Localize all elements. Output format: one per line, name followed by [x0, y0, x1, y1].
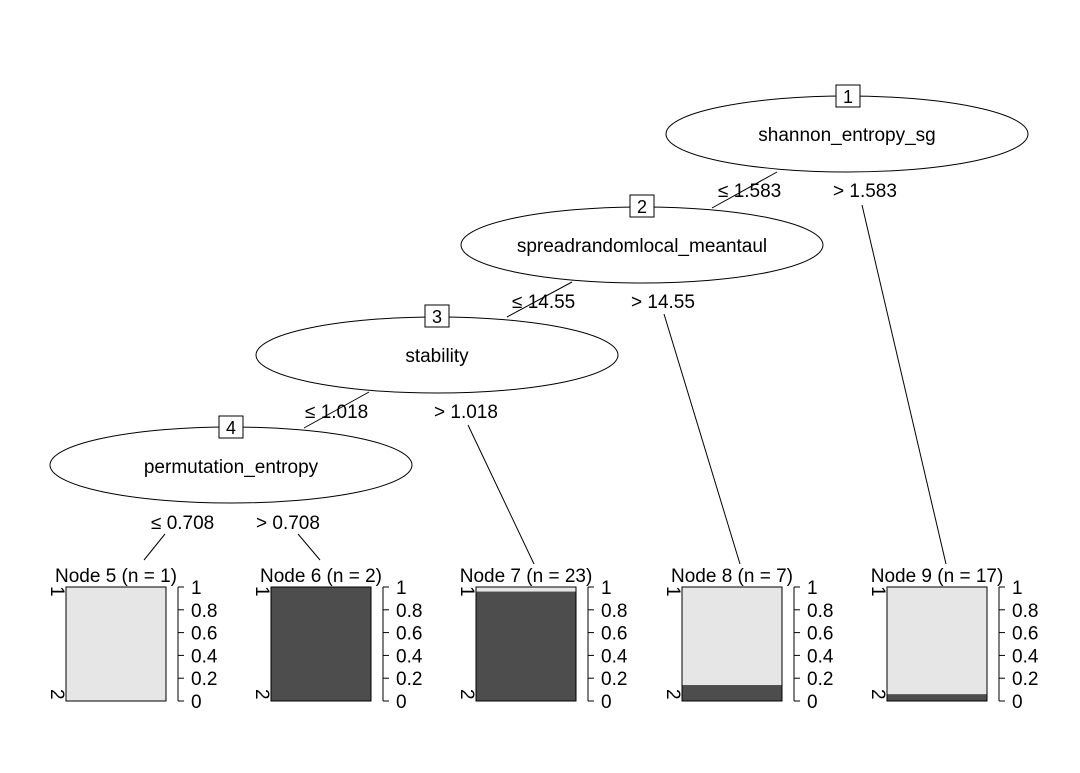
edge-3-7 [467, 424, 535, 565]
node-id-box [218, 415, 244, 439]
node-id: 4 [226, 418, 236, 438]
y-axis-tick-label: 0.2 [191, 669, 217, 690]
class-1-bar [682, 587, 782, 686]
split-variable: spreadrandomlocal_meantaul [517, 236, 767, 257]
terminal-node-title: Node 8 (n = 7) [671, 566, 793, 587]
class-label-1: 1 [46, 586, 67, 597]
terminal-node-title: Node 6 (n = 2) [260, 566, 382, 587]
class-1-bar [66, 587, 166, 701]
y-axis-tick-label: 0.4 [807, 646, 834, 667]
y-axis-tick-label: 0.8 [1012, 601, 1038, 622]
bar-frame [65, 586, 167, 702]
class-label-2: 2 [456, 689, 477, 700]
y-axis-tick-label: 0.2 [396, 669, 422, 690]
terminal-node-title: Node 5 (n = 1) [55, 566, 177, 587]
y-axis-tick-label: 0.4 [396, 646, 423, 667]
edges [143, 171, 947, 565]
y-axis-tick-label: 1 [807, 578, 818, 599]
y-axis-tick-label: 0.4 [1012, 646, 1039, 667]
y-axis-tick-label: 0.2 [1012, 669, 1038, 690]
class-1-bar [476, 587, 576, 592]
y-axis-tick-label: 0.2 [601, 669, 627, 690]
y-axis-tick-label: 0.4 [601, 646, 628, 667]
y-axis-tick-label: 1 [1012, 578, 1023, 599]
split-variable: permutation_entropy [144, 457, 319, 478]
class-label-2: 2 [662, 689, 683, 700]
y-axis-tick-label: 0.6 [601, 624, 627, 645]
edge-1-9 [861, 204, 947, 565]
y-axis-tick-label: 0.8 [601, 601, 627, 622]
terminal-node-title: Node 7 (n = 23) [460, 566, 593, 587]
class-label-1: 1 [867, 586, 888, 597]
y-axis-tick-label: 0.8 [191, 601, 217, 622]
y-axis-tick-label: 1 [396, 578, 407, 599]
class-label-1: 1 [662, 586, 683, 597]
node-id-box [424, 304, 450, 328]
y-axis-tick-label: 0 [1012, 692, 1023, 713]
node-id-box [629, 194, 655, 218]
node-id: 3 [432, 307, 442, 327]
split-left-label: ≤ 1.583 [718, 181, 781, 202]
y-axis-tick-label: 0 [601, 692, 612, 713]
y-axis-tick-label: 1 [191, 578, 202, 599]
edge-4-6 [297, 533, 321, 561]
y-axis-tick-label: 0 [191, 692, 202, 713]
edge-3-4 [303, 391, 370, 429]
class-2-bar [271, 587, 371, 701]
terminal-node-title: Node 9 (n = 17) [871, 566, 1004, 587]
edge-2-3 [506, 281, 573, 318]
split-left-label: ≤ 0.708 [151, 513, 214, 534]
class-2-bar [682, 685, 782, 701]
y-axis-tick-label: 0.6 [191, 624, 217, 645]
y-axis-tick-label: 0.6 [396, 624, 422, 645]
split-right-label: > 0.708 [256, 513, 320, 534]
split-right-label: > 14.55 [631, 292, 695, 313]
bar-frame [886, 586, 988, 702]
split-right-label: > 1.018 [434, 402, 498, 423]
class-2-bar [476, 591, 576, 701]
node-id-box [835, 84, 861, 108]
node-id: 1 [843, 87, 853, 107]
y-axis-tick-label: 0.6 [807, 624, 833, 645]
class-label-2: 2 [46, 689, 67, 700]
y-axis-tick-label: 1 [601, 578, 612, 599]
y-axis-tick-label: 0.6 [1012, 624, 1038, 645]
y-axis-tick-label: 0.8 [807, 601, 833, 622]
class-2-bar [887, 694, 987, 701]
split-left-label: ≤ 14.55 [512, 292, 575, 313]
split-left-label: ≤ 1.018 [305, 402, 368, 423]
inner-node-3: 3 stability ≤ 1.018 > 1.018 [255, 304, 619, 423]
edge-2-8 [663, 313, 741, 565]
class-label-1: 1 [251, 586, 272, 597]
y-axis-tick-label: 0.8 [396, 601, 422, 622]
class-label-1: 1 [456, 586, 477, 597]
y-axis-tick-label: 0.4 [191, 646, 218, 667]
inner-node-1: 1 shannon_entropy_sg ≤ 1.583 > 1.583 [665, 84, 1029, 202]
bar-frame [681, 586, 783, 702]
bar-frame [270, 586, 372, 702]
split-variable: stability [405, 346, 469, 367]
y-axis-tick-label: 0 [396, 692, 407, 713]
class-1-bar [887, 587, 987, 695]
y-axis-tick-label: 0.2 [807, 669, 833, 690]
inner-node-4: 4 permutation_entropy ≤ 0.708 > 0.708 [49, 415, 413, 534]
node-id: 2 [637, 197, 647, 217]
split-variable: shannon_entropy_sg [758, 125, 935, 146]
class-label-2: 2 [251, 689, 272, 700]
edge-4-5 [143, 533, 166, 561]
bar-frame [475, 586, 577, 702]
split-right-label: > 1.583 [833, 181, 897, 202]
class-label-2: 2 [867, 689, 888, 700]
inner-node-2: 2 spreadrandomlocal_meantaul ≤ 14.55 > 1… [460, 194, 824, 313]
y-axis-tick-label: 0 [807, 692, 818, 713]
edge-1-2 [711, 171, 778, 209]
